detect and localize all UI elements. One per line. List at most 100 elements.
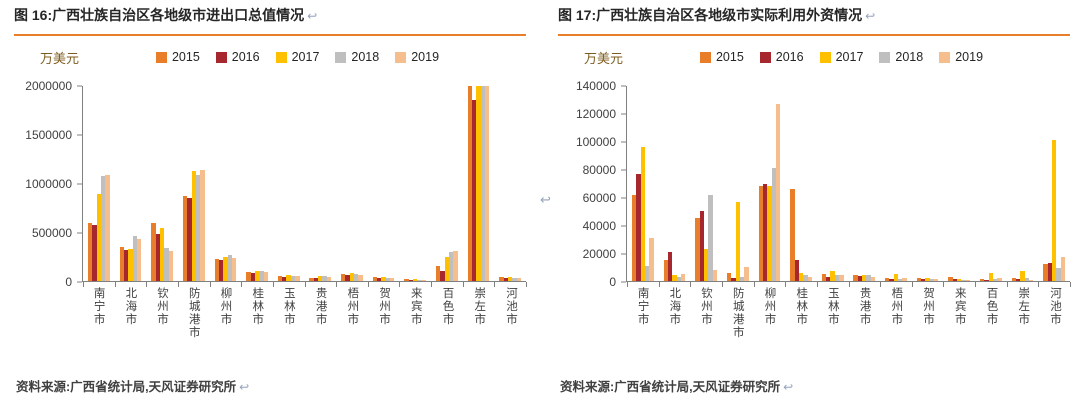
bar-来宾市-2018 [417, 279, 422, 281]
bar-贺州市-2016 [921, 279, 926, 281]
bar-桂林市-2015 [246, 272, 251, 281]
bar-北海市-2016 [667, 251, 673, 281]
legend-item-2015: 2015 [155, 50, 200, 64]
y-axis-tick-label: 500000 [31, 226, 72, 240]
bar-梧州市-2019 [358, 274, 363, 281]
bar-柳州市-2016 [218, 260, 224, 281]
y-axis-unit-label: 万美元 [584, 50, 624, 66]
bar-贵港市-2016 [857, 276, 863, 281]
x-axis-tick-mark [526, 282, 527, 287]
bar-防城港市-2019 [744, 267, 749, 281]
bar-贵港市-2018 [322, 275, 327, 281]
bar-贺州市-2015 [916, 278, 922, 281]
bar-钦州市-2017 [703, 248, 709, 281]
bar-崇左市-2017 [476, 86, 481, 281]
x-axis-label-cell: 防城港市 [177, 287, 209, 363]
bar-防城港市-2018 [195, 175, 201, 281]
bar-防城港市-2018 [739, 276, 745, 281]
x-axis-category-label: 贺州市 [922, 287, 935, 326]
legend-item-2017: 2017 [819, 50, 863, 64]
y-axis-tick-label: 40000 [582, 219, 616, 233]
bar-防城港市-2016 [187, 197, 192, 281]
legend-swatch-icon [699, 51, 711, 63]
bar-玉林市-2016 [826, 276, 831, 281]
bar-来宾市-2019 [965, 279, 971, 281]
bar-柳州市-2018 [771, 168, 776, 281]
bar-group-钦州市 [690, 86, 722, 281]
bar-河池市-2017 [1051, 140, 1057, 281]
x-axis-label-cell: 百色市 [975, 287, 1007, 363]
bar-崇左市-2017 [1020, 271, 1025, 281]
bar-防城港市-2019 [200, 169, 205, 281]
x-axis-category-label: 南宁市 [92, 287, 105, 326]
bar-百色市-2018 [449, 251, 454, 281]
x-axis-label-cell: 百色市 [431, 287, 463, 363]
x-axis-label-cell: 防城港市 [721, 287, 753, 363]
bar-南宁市-2017 [640, 147, 645, 281]
y-axis-tick-mark [621, 197, 626, 199]
x-axis-category-label: 百色市 [985, 287, 998, 326]
x-axis-tick-mark [304, 282, 306, 287]
legend-label: 2016 [231, 50, 260, 64]
bar-柳州市-2018 [227, 254, 232, 281]
source-note: 资料来源:广西省统计局,天风证券研究所 ↩ [14, 376, 526, 395]
bar-河池市-2015 [499, 277, 504, 281]
y-axis-tick-mark [621, 253, 626, 255]
bar-北海市-2019 [136, 239, 142, 281]
x-axis-label-cell: 北海市 [658, 287, 690, 363]
figure-17-chart: 万美元 2015 2016 2017 2018 2019 0 20000 40000 6000… [558, 48, 1071, 363]
bar-河池市-2018 [512, 277, 517, 281]
y-axis: 0 500000 1000000 1500000 2000000 [14, 80, 82, 288]
legend-swatch-icon [759, 51, 771, 63]
return-mark-icon: ↩ [239, 380, 250, 394]
bar-崇左市-2015 [1011, 277, 1016, 281]
x-axis-tick-mark [399, 282, 401, 287]
x-axis-tick-mark [1006, 282, 1008, 287]
bar-河池市-2016 [503, 278, 508, 281]
bar-百色市-2016 [984, 279, 989, 281]
bar-玉林市-2018 [290, 275, 296, 281]
return-mark-icon: ↩ [783, 380, 794, 394]
bar-桂林市-2015 [790, 189, 795, 281]
x-axis-category-label: 玉林市 [282, 287, 295, 326]
bar-group-崇左市 [463, 86, 495, 281]
bar-百色市-2018 [993, 278, 998, 281]
x-axis-label-cell: 桂林市 [785, 287, 817, 363]
x-axis-category-label: 梧州市 [346, 287, 359, 326]
bar-钦州市-2017 [159, 227, 165, 281]
bar-北海市-2017 [128, 248, 133, 281]
x-axis-tick-mark [367, 282, 369, 287]
figure-16-title-text: 图 16:广西壮族自治区各地级市进出口总值情况 [14, 7, 305, 23]
legend-swatch-icon [275, 51, 287, 63]
x-axis-tick-mark [494, 282, 496, 287]
x-axis-labels: 南宁市 北海市 钦州市 防城港市 柳州市 桂林市 玉林市 贵港市 梧州市 贺州市 来宾市 百色市 崇左市… [626, 287, 1070, 363]
x-axis-label-cell: 来宾市 [943, 287, 975, 363]
bar-group-来宾市 [399, 86, 431, 281]
x-axis-label-cell: 梧州市 [336, 287, 368, 363]
x-axis-category-label: 柳州市 [763, 287, 776, 326]
x-axis-category-label: 防城港市 [187, 287, 200, 339]
chart-header: 万美元 2015 2016 2017 2018 2019 [558, 48, 1070, 66]
x-axis-tick-mark [1070, 282, 1071, 287]
plot-wrap: 0 500000 1000000 1500000 2000000 [14, 80, 527, 288]
x-axis-tick-mark [462, 282, 464, 287]
bar-北海市-2018 [132, 235, 137, 281]
x-axis-tick-mark [627, 282, 628, 287]
y-axis-tick-label: 0 [609, 275, 616, 289]
y-axis-tick-mark [77, 183, 82, 185]
x-axis-tick-mark [114, 282, 116, 287]
legend-item-2018: 2018 [879, 50, 923, 64]
legend-label: 2018 [895, 50, 924, 64]
bar-梧州市-2019 [902, 277, 907, 281]
bar-河池市-2019 [516, 278, 521, 281]
bar-防城港市-2016 [731, 278, 736, 281]
bar-河池市-2019 [1060, 257, 1065, 281]
bar-贺州市-2019 [390, 278, 395, 281]
x-axis-tick-mark [658, 282, 660, 287]
y-axis-tick-mark [77, 134, 82, 136]
chart-header: 万美元 2015 2016 2017 2018 2019 [14, 48, 526, 66]
legend-item-2018: 2018 [335, 50, 379, 64]
x-axis-category-label: 防城港市 [731, 287, 744, 339]
bar-贵港市-2017 [318, 276, 323, 281]
bar-北海市-2015 [119, 246, 124, 281]
